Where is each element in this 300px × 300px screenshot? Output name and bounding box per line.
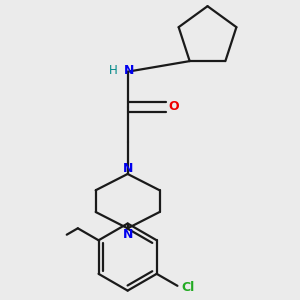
- Text: N: N: [124, 64, 134, 76]
- Text: Cl: Cl: [181, 281, 194, 294]
- Text: H: H: [109, 64, 118, 76]
- Text: N: N: [122, 228, 133, 241]
- Text: O: O: [169, 100, 179, 113]
- Text: N: N: [122, 162, 133, 175]
